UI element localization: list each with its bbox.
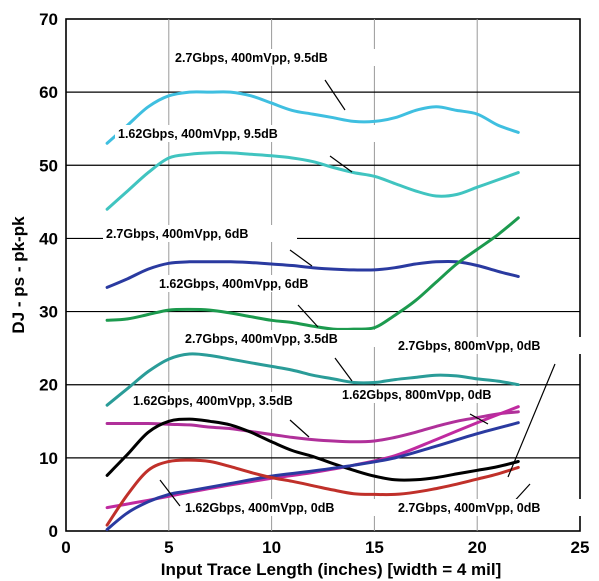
- label-background: [395, 337, 584, 354]
- label-leader-line: [334, 357, 353, 382]
- series-line-2-7gbps-400mvpp-9-5db: [105, 90, 520, 145]
- label-leader-line: [297, 304, 319, 328]
- series-label: 1.62Gbps, 800mVpp, 0dB: [342, 388, 491, 402]
- y-axis-title: DJ - ps - pk-pk: [9, 216, 28, 334]
- series-label: 2.7Gbps, 400mVpp, 3.5dB: [185, 332, 338, 346]
- x-axis-title: Input Trace Length (inches) [width = 4 m…: [161, 560, 502, 579]
- series-line-1-62gbps-400mvpp-3-5db: [105, 410, 520, 444]
- series-line-2-7gbps-800mvpp-0db: [105, 417, 520, 482]
- label-background: [156, 275, 371, 292]
- x-tick-label: 5: [164, 538, 173, 557]
- y-tick-label: 20: [39, 376, 58, 395]
- y-tick-label: 50: [39, 156, 58, 175]
- tick-labels: 0 5 10 15 20 25 0 10 20 30 40 50 60 70: [39, 10, 589, 557]
- label-background: [103, 225, 297, 242]
- label-leader-line: [324, 79, 346, 111]
- series-label: 1.62Gbps, 400mVpp, 3.5dB: [133, 394, 293, 408]
- label-leader-line: [469, 413, 489, 425]
- y-tick-label: 70: [39, 10, 58, 29]
- series-label: 2.7Gbps, 400mVpp, 9.5dB: [175, 51, 328, 65]
- x-tick-label: 10: [262, 538, 281, 557]
- series-line-2-7gbps-400mvpp-3-5db: [105, 352, 520, 407]
- y-tick-label: 0: [49, 522, 58, 541]
- label-background: [339, 386, 530, 403]
- y-tick-label: 30: [39, 303, 58, 322]
- label-leader-line: [507, 363, 556, 478]
- series-labels: 2.7Gbps, 400mVpp, 9.5dB 1.62Gbps, 400mVpp…: [103, 49, 586, 516]
- label-background: [172, 49, 419, 66]
- x-tick-label: 20: [468, 538, 487, 557]
- label-background: [130, 392, 333, 409]
- series-label: 1.62Gbps, 400mVpp, 6dB: [159, 277, 308, 291]
- y-tick-label: 40: [39, 229, 58, 248]
- label-leader-line: [329, 155, 353, 173]
- x-tick-label: 25: [571, 538, 590, 557]
- label-background: [182, 330, 386, 347]
- label-background: [395, 499, 586, 516]
- series-label: 1.62Gbps, 400mVpp, 9.5dB: [118, 127, 278, 141]
- label-background: [182, 499, 388, 516]
- series-line-1-62gbps-400mvpp-6db: [105, 216, 520, 331]
- series-line-2-7gbps-400mvpp-0db: [105, 458, 520, 527]
- series-label: 2.7Gbps, 400mVpp, 6dB: [106, 227, 248, 241]
- label-leader-line: [289, 249, 313, 267]
- series-label: 1.62Gbps, 400mVpp, 0dB: [185, 501, 334, 515]
- series-lines: [105, 90, 520, 531]
- label-leader-line: [289, 419, 310, 438]
- label-background: [115, 125, 383, 142]
- x-tick-label: 15: [365, 538, 384, 557]
- series-line-1-62gbps-400mvpp-9-5db: [105, 151, 520, 211]
- y-tick-label: 60: [39, 83, 58, 102]
- y-tick-label: 10: [39, 449, 58, 468]
- label-leader-line: [159, 479, 181, 507]
- series-label: 2.7Gbps, 400mVpp, 0dB: [398, 501, 540, 515]
- x-tick-label: 0: [61, 538, 70, 557]
- series-label: 2.7Gbps, 800mVpp, 0dB: [398, 339, 540, 353]
- series-line-2-7gbps-400mvpp-6db: [105, 259, 520, 289]
